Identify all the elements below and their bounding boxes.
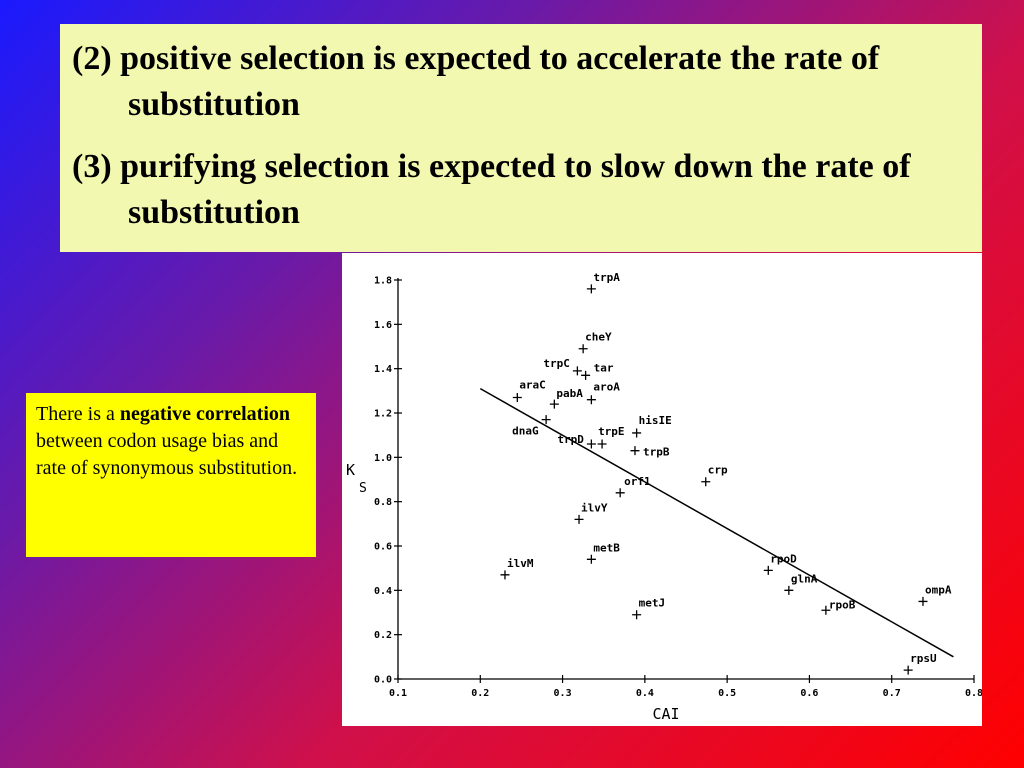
data-label-metJ: metJ	[639, 597, 666, 610]
x-axis-label: CAI	[652, 705, 679, 723]
y-axis-label-subscript: S	[359, 481, 367, 496]
data-point-metB	[586, 554, 596, 564]
data-label-glnA: glnA	[791, 572, 818, 585]
data-point-pabA	[549, 399, 559, 409]
data-point-rpsU	[903, 665, 913, 675]
data-point-glnA	[784, 585, 794, 595]
scatter-chart-panel: 0.1 0.2 0.3 0.4 0.5 0.6 0.7 0.8 0.0 0.2 0.4 0.6 0.8 1…	[342, 253, 982, 726]
x-tick-label: 0.5	[718, 688, 736, 699]
data-label-rpoD: rpoD	[770, 552, 797, 565]
data-point-trpC	[572, 366, 582, 376]
y-tick-label: 1.2	[374, 409, 392, 420]
data-point-trpD	[586, 439, 596, 449]
y-tick-label: 1.8	[374, 276, 392, 287]
note-bold: negative correlation	[119, 403, 290, 425]
data-point-rpoB	[821, 605, 831, 615]
x-tick-label: 0.3	[554, 688, 572, 699]
x-tick-label: 0.1	[389, 688, 407, 699]
data-label-trpB: trpB	[643, 446, 670, 459]
x-tick-label: 0.6	[800, 688, 818, 699]
y-tick-label: 1.4	[374, 364, 392, 375]
data-label-metB: metB	[593, 541, 620, 554]
y-tick-label: 1.0	[374, 453, 392, 464]
data-point-aroA	[586, 395, 596, 405]
data-point-crp	[701, 477, 711, 487]
statements-box: (2) positive selection is expected to ac…	[60, 24, 982, 252]
data-point-dnaG	[541, 415, 551, 425]
data-point-trpA	[586, 284, 596, 294]
data-label-dnaG: dnaG	[512, 425, 539, 438]
data-point-metJ	[632, 610, 642, 620]
data-label-ilvY: ilvY	[581, 501, 608, 514]
data-label-pabA: pabA	[556, 387, 583, 400]
note-prefix: There is a	[36, 403, 120, 425]
data-label-rpoB: rpoB	[829, 598, 856, 611]
data-point-ompA	[918, 596, 928, 606]
y-axis-label: K	[346, 461, 355, 479]
data-label-araC: araC	[519, 378, 546, 391]
data-point-tar	[581, 370, 591, 380]
note-box: There is a negative correlation between …	[26, 393, 316, 557]
x-tick-label: 0.8	[965, 688, 982, 699]
scatter-chart: 0.1 0.2 0.3 0.4 0.5 0.6 0.7 0.8 0.0 0.2 0.4 0.6 0.8 1…	[346, 271, 982, 723]
statement-purifying-selection: (3) purifying selection is expected to s…	[72, 148, 911, 231]
data-point-rpoD	[763, 565, 773, 575]
data-point-trpE	[597, 439, 607, 449]
data-label-rpsU: rpsU	[910, 652, 937, 665]
data-label-hisIE: hisIE	[639, 414, 672, 427]
y-tick-label: 0.6	[374, 542, 392, 553]
y-tick-label: 0.0	[374, 675, 392, 686]
data-label-trpD: trpD	[557, 433, 584, 446]
y-tick-label: 0.8	[374, 497, 392, 508]
data-point-orf1	[615, 488, 625, 498]
data-label-orf1: orf1	[624, 475, 651, 488]
data-label-crp: crp	[708, 464, 728, 477]
y-tick-label: 0.4	[374, 586, 392, 597]
statement-positive-selection: (2) positive selection is expected to ac…	[72, 40, 880, 123]
data-point-cheY	[578, 344, 588, 354]
data-label-cheY: cheY	[585, 331, 612, 344]
data-point-araC	[512, 392, 522, 402]
y-tick-label: 1.6	[374, 320, 392, 331]
y-tick-label: 0.2	[374, 630, 392, 641]
x-tick-label: 0.7	[883, 688, 901, 699]
data-label-tar: tar	[594, 361, 614, 374]
data-point-ilvM	[500, 570, 510, 580]
data-label-ompA: ompA	[925, 583, 952, 596]
note-suffix: between codon usage bias and rate of syn…	[36, 430, 298, 479]
data-label-trpA: trpA	[593, 271, 620, 284]
data-label-trpE: trpE	[598, 425, 625, 438]
data-label-aroA: aroA	[593, 381, 620, 394]
data-label-trpC: trpC	[543, 357, 570, 370]
data-point-trpB	[630, 446, 640, 456]
data-point-ilvY	[574, 514, 584, 524]
regression-line	[479, 387, 954, 658]
data-point-hisIE	[632, 428, 642, 438]
data-label-ilvM: ilvM	[507, 557, 534, 570]
x-tick-label: 0.4	[636, 688, 654, 699]
x-tick-label: 0.2	[471, 688, 489, 699]
